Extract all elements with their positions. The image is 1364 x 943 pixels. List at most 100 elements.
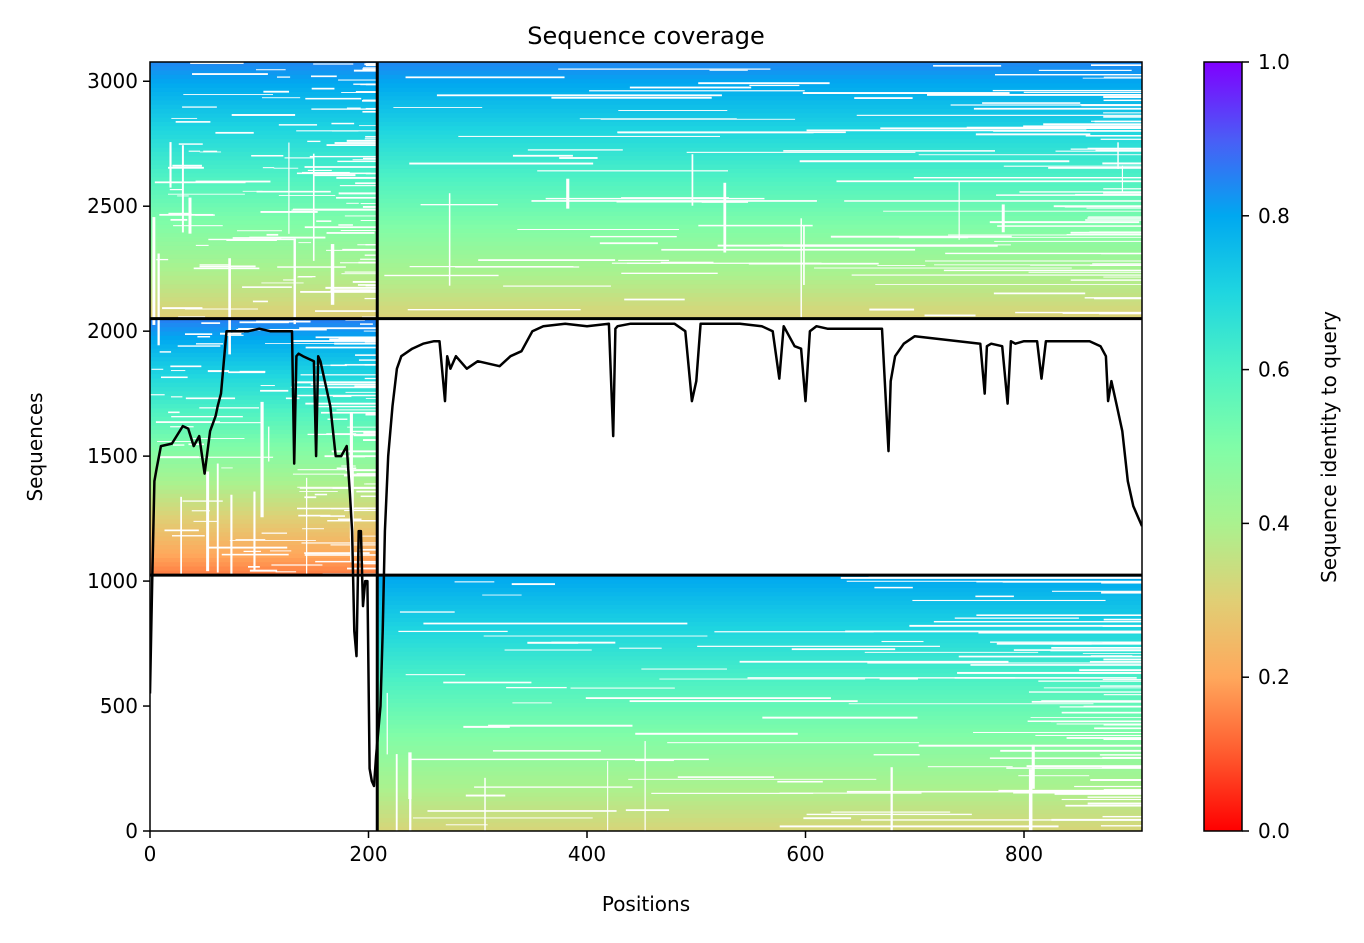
colorbar-tick-label: 0.2 <box>1258 665 1290 689</box>
heatmap-gap <box>260 385 275 387</box>
heatmap-band <box>150 245 378 251</box>
heatmap-band <box>150 292 378 298</box>
heatmap-gap <box>304 552 370 554</box>
heatmap-gap <box>933 620 1142 623</box>
heatmap-gap <box>621 272 718 275</box>
heatmap-gap <box>359 125 378 127</box>
heatmap-gap <box>924 314 976 317</box>
heatmap-gap <box>590 235 677 238</box>
heatmap-gap <box>1121 165 1123 194</box>
heatmap-band <box>377 592 1142 598</box>
heatmap-gap <box>221 467 233 469</box>
heatmap-gap <box>292 473 378 475</box>
heatmap-gap <box>330 364 347 367</box>
heatmap-band <box>150 198 378 204</box>
heatmap-gap <box>1090 64 1142 66</box>
heatmap-gap <box>307 169 332 172</box>
heatmap-gap <box>1086 207 1142 209</box>
heatmap-band <box>377 639 1142 644</box>
heatmap-gap <box>255 69 286 71</box>
heatmap-gap <box>912 599 1106 602</box>
heatmap-gap <box>199 151 222 153</box>
heatmap-band <box>150 391 378 397</box>
heatmap-band <box>377 656 1142 661</box>
heatmap-band <box>377 250 1142 256</box>
heatmap-gap <box>315 310 378 312</box>
heatmap-gap <box>1070 279 1142 281</box>
heatmap-gap <box>714 631 874 633</box>
heatmap-gap <box>579 118 737 120</box>
heatmap-band <box>377 801 1142 807</box>
heatmap-band <box>377 677 1142 683</box>
heatmap-band <box>377 70 1142 76</box>
heatmap-band <box>150 228 378 234</box>
heatmap-gap <box>1085 135 1142 137</box>
y-tick-label: 1500 <box>87 444 138 468</box>
heatmap-gap <box>845 630 1142 633</box>
heatmap-gap <box>154 181 246 184</box>
x-tick-label: 600 <box>786 842 824 866</box>
heatmap-gap <box>1013 649 1142 651</box>
heatmap-gap <box>1061 711 1142 714</box>
heatmap-gap <box>748 262 879 265</box>
heatmap-gap <box>1082 653 1142 654</box>
heatmap-gap <box>359 289 371 292</box>
heatmap-gap <box>723 182 727 253</box>
heatmap-gap <box>172 535 205 537</box>
x-tick-label: 200 <box>349 842 387 866</box>
heatmap-band <box>150 173 378 179</box>
heatmap-gap <box>188 150 201 152</box>
heatmap-gap <box>173 444 185 446</box>
heatmap-band <box>377 297 1142 303</box>
heatmap-gap <box>1100 138 1142 140</box>
heatmap-gap <box>338 79 378 81</box>
colorbar: 0.0 0.2 0.4 0.6 0.8 1.0 Sequence identity to … <box>1203 50 1341 843</box>
heatmap-gap <box>913 176 1142 179</box>
heatmap-gap <box>275 571 297 573</box>
heatmap-gap <box>307 140 321 143</box>
heatmap-gap <box>990 641 1142 643</box>
heatmap-band <box>377 818 1142 824</box>
heatmap-gap <box>802 92 1010 94</box>
heatmap-gap <box>320 515 345 517</box>
heatmap-gap <box>933 65 1002 67</box>
heatmap-gap <box>997 225 1142 227</box>
heatmap-band <box>150 70 378 76</box>
coverage-line-layer <box>150 322 1142 788</box>
heatmap-band <box>377 143 1142 149</box>
heatmap-band <box>377 630 1142 636</box>
heatmap-gap <box>1101 766 1142 769</box>
heatmap-gap <box>188 443 205 446</box>
heatmap-gap <box>566 178 570 209</box>
heatmap-gap <box>331 450 378 453</box>
heatmap-gap <box>482 594 522 596</box>
heatmap-gap <box>362 157 378 160</box>
heatmap-gap <box>362 110 378 113</box>
heatmap-gap <box>954 677 1137 679</box>
heatmap-gap <box>478 259 616 261</box>
colorbar-tick-label: 0.6 <box>1258 358 1290 382</box>
heatmap-gap <box>330 508 378 510</box>
heatmap-gap <box>326 232 375 234</box>
heatmap-gap <box>171 117 198 119</box>
heatmap-gap <box>1051 647 1142 649</box>
y-tick-label: 3000 <box>87 69 138 93</box>
heatmap-gap <box>206 471 210 572</box>
heatmap-gap <box>537 170 728 172</box>
heatmap-gap <box>503 285 611 287</box>
heatmap-band <box>150 528 378 533</box>
heatmap-gap <box>362 205 378 208</box>
heatmap-gap <box>242 286 292 288</box>
heatmap-gap <box>386 692 388 755</box>
heatmap-gap <box>846 790 1142 793</box>
heatmap-gap <box>1103 658 1142 661</box>
heatmap-band <box>377 762 1142 768</box>
heatmap-gap <box>349 412 353 539</box>
heatmap-band <box>377 211 1142 217</box>
heatmap-gap <box>854 97 913 99</box>
heatmap-band <box>377 263 1142 268</box>
heatmap-gap <box>239 370 266 373</box>
heatmap-gap <box>195 244 209 246</box>
heatmap-band <box>150 532 378 538</box>
